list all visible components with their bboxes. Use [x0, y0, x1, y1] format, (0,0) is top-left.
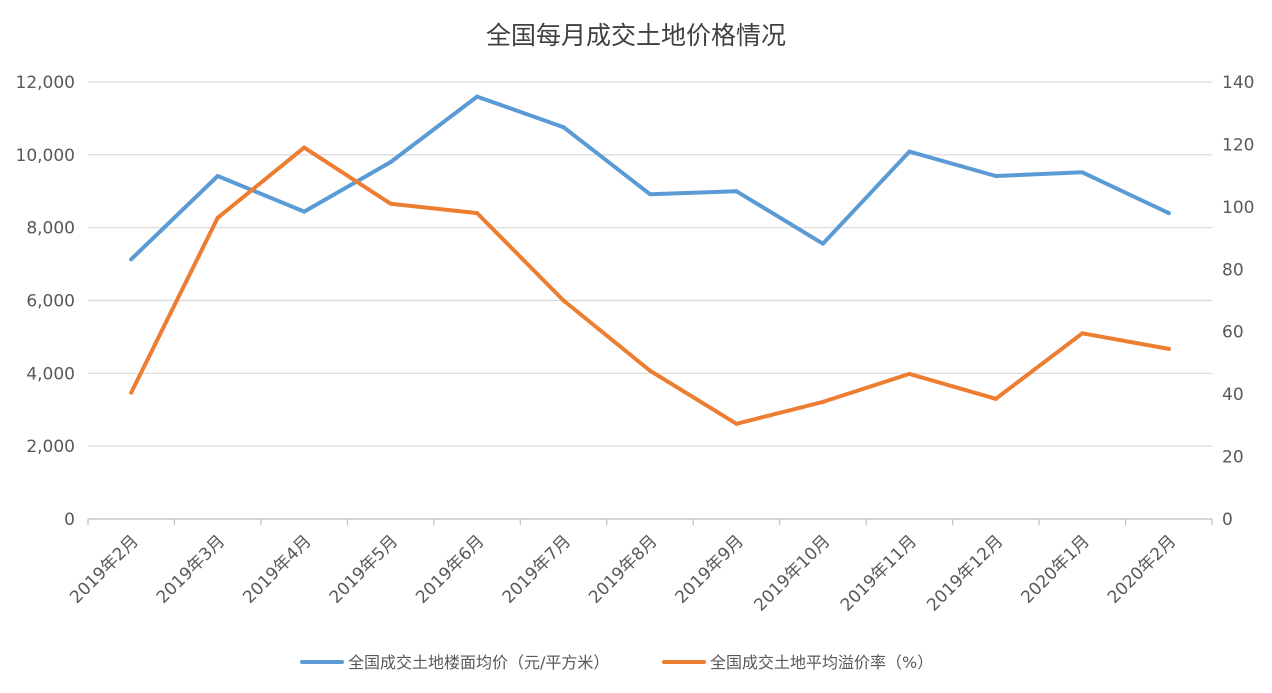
x-tick-label: 2019年3月 [153, 531, 229, 607]
legend: 全国成交土地楼面均价（元/平方米） 全国成交土地平均溢价率（%） [300, 653, 933, 672]
x-tick-label: 2019年10月 [750, 531, 834, 615]
data-point [648, 192, 652, 197]
data-point [475, 211, 480, 216]
data-point [475, 94, 480, 99]
y-right-tick-label: 120 [1222, 135, 1254, 155]
x-tick-label: 2019年2月 [66, 531, 142, 607]
data-point [561, 125, 566, 130]
data-point [993, 173, 998, 178]
data-point [820, 241, 825, 246]
data-point [734, 189, 739, 194]
data-point [215, 173, 220, 178]
x-axis-labels: 2019年2月 2019年3月 2019年4月 2019年5月 2019年6月 2019年… [66, 531, 1180, 615]
y-right-tick-label: 100 [1222, 198, 1254, 218]
y-left-tick-label: 10,000 [16, 146, 75, 166]
x-tick-label: 2020年2月 [1104, 531, 1180, 607]
gridlines [88, 81, 1212, 447]
x-axis [87, 518, 1213, 525]
data-point [907, 149, 912, 154]
y-axis-left: 0 2,000 4,000 6,000 8,000 10,000 12,000 [16, 73, 75, 530]
x-tick-label: 2020年1月 [1017, 531, 1093, 607]
series [129, 94, 1171, 426]
y-right-tick-label: 40 [1222, 385, 1244, 405]
data-point [1080, 331, 1085, 336]
chart-title: 全国每月成交土地价格情况 [486, 21, 786, 50]
data-point [129, 257, 134, 262]
data-point [129, 390, 134, 395]
y-left-tick-label: 2,000 [26, 437, 75, 457]
y-left-tick-label: 8,000 [26, 219, 75, 239]
x-tick-label: 2019年11月 [837, 531, 921, 615]
legend-label: 全国成交土地平均溢价率（%） [710, 653, 933, 672]
series-line [129, 145, 1171, 426]
x-tick-label: 2019年8月 [585, 531, 661, 607]
data-point [907, 371, 912, 376]
data-point [1166, 346, 1171, 351]
x-tick-label: 2019年9月 [672, 531, 748, 607]
x-tick-label: 2019年4月 [239, 531, 315, 607]
data-point [215, 215, 220, 220]
y-right-tick-label: 20 [1222, 448, 1244, 468]
y-left-tick-label: 6,000 [26, 292, 75, 312]
x-tick-label: 2019年12月 [923, 531, 1007, 615]
y-right-tick-label: 60 [1222, 323, 1244, 343]
y-right-tick-label: 80 [1222, 260, 1244, 280]
x-tick-label: 2019年7月 [499, 531, 575, 607]
x-tick-label: 2019年6月 [412, 531, 488, 607]
y-left-tick-label: 12,000 [16, 73, 75, 93]
series-line [129, 94, 1171, 262]
data-point [993, 396, 998, 401]
y-right-tick-label: 140 [1222, 73, 1254, 93]
data-point [820, 399, 825, 404]
data-point [388, 201, 393, 206]
data-point [561, 298, 566, 303]
data-point [1080, 170, 1085, 175]
x-tick-label: 2019年5月 [326, 531, 402, 607]
y-axis-right: 0 20 40 60 80 100 120 140 [1222, 73, 1254, 530]
legend-label: 全国成交土地楼面均价（元/平方米） [348, 653, 609, 672]
data-point [302, 145, 307, 150]
data-point [1166, 211, 1171, 216]
data-point [648, 368, 652, 373]
data-point [734, 421, 739, 426]
y-right-tick-label: 0 [1222, 510, 1233, 530]
data-point [302, 209, 307, 214]
data-point [388, 160, 393, 165]
y-left-tick-label: 0 [64, 510, 75, 530]
y-left-tick-label: 4,000 [26, 364, 75, 384]
